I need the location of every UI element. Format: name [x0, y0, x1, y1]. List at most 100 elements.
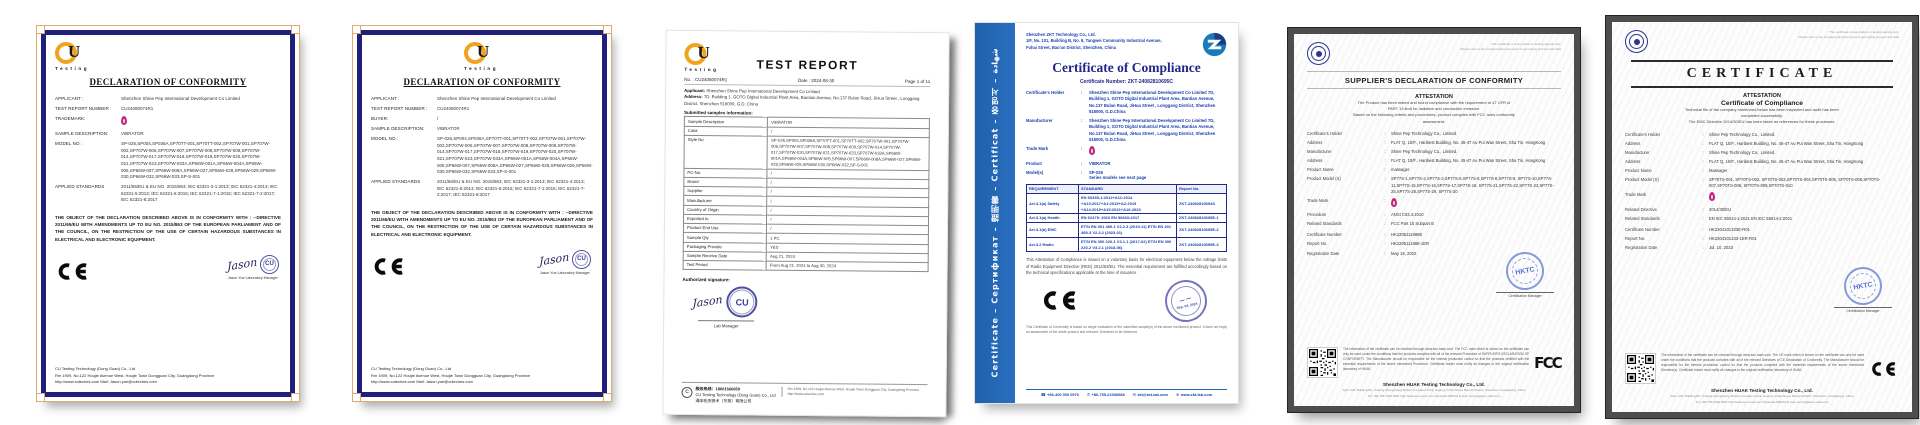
- certificate-of-compliance-zkt[interactable]: Certificate – Сертификат – 證明書 – Certifi…: [974, 22, 1239, 404]
- signature-block: Jason CU Jason Yue Laboratory Manager: [538, 249, 591, 275]
- requirement-cell: Art.3.2 Radio: [1026, 236, 1079, 253]
- field-label: Certificate's Holder: [1307, 130, 1343, 136]
- stamp-signature-scribble: ~~: [1177, 292, 1194, 306]
- report-cell: ZKT-24082810695E-1: [1176, 213, 1227, 224]
- field-row: MODEL NO.: SP-026,SP004,SP036A,SP70TT-00…: [371, 136, 593, 175]
- field-colon: :: [1384, 167, 1386, 173]
- field-colon: :: [1702, 245, 1704, 251]
- field-row: Trade Mark:: [1307, 197, 1561, 209]
- issuer-footer: CU Testing Technology (Dong Guan) Co., L…: [55, 366, 281, 385]
- field-row: Registration Date: May 19, 2022: [1307, 251, 1561, 257]
- cu-logo-caption: Testing: [55, 66, 90, 71]
- field-value: massager: [1391, 167, 1410, 173]
- trademark-flame-icon: [1709, 192, 1715, 202]
- zkt-round-stamp: ~~ Sep. 04, 2024: [1161, 275, 1211, 326]
- cu-logo-letter: U: [477, 42, 490, 61]
- notice-line-2: Please refer to the corresponding test r…: [1460, 47, 1561, 52]
- field-label: Related Directive: [1625, 206, 1657, 212]
- field-label: SAMPLE DESCRIPTION:: [371, 126, 425, 132]
- field-label: TRADEMARK:: [55, 116, 86, 122]
- table-row: Style No SP-026,SP004,SP036A,SP70TT-001,S…: [683, 135, 930, 171]
- test-report-document[interactable]: U Testing TEST REPORT No. : CU24080074R1…: [662, 29, 950, 418]
- field-label: Report No.: [1307, 241, 1328, 247]
- field-row: Procedure: ANSI C63.4:2010: [1307, 212, 1561, 218]
- field-colon: :: [1384, 212, 1386, 217]
- report-meta: No. : CU24080074R1 Date : 2024-08-30 Pag…: [684, 76, 931, 88]
- issuer-contacts: http://www.cuteches.com Mail: Jason.yue@…: [371, 378, 473, 384]
- attestation-line: completed successfully.: [1741, 113, 1783, 119]
- field-label: Product: [1026, 160, 1042, 166]
- field-row: Address: FLAT Q, 10/F., Haribest Building…: [1307, 140, 1561, 146]
- corner-ornament: [291, 26, 299, 34]
- field-label: Product Model (S): [1625, 177, 1659, 183]
- field-value: SP-026: [1089, 169, 1103, 175]
- field-label: APPLICANT :: [55, 96, 84, 101]
- table-row: Test Period From Aug 21, 2024 to Aug 30, …: [683, 260, 929, 272]
- field-row: Related Standards: EN IEC 55014-1:2021 EN…: [1625, 216, 1899, 222]
- field-value: 2014/30/EU: [1709, 206, 1732, 212]
- field-row: SAMPLE DESCRIPTION: VIBRATOR: [371, 126, 593, 133]
- field-label: Trade Mark: [1026, 146, 1049, 152]
- corner-ornament: [353, 393, 361, 401]
- signature-caption: Lab Manager: [698, 320, 755, 329]
- field-value: FCC Part 15 Subpart B: [1391, 221, 1435, 227]
- corner-ornament: [37, 393, 45, 401]
- cu-logo-ring-icon: [55, 42, 77, 64]
- attestation-line: assessment.: [1422, 118, 1446, 124]
- row-label: Test Period: [683, 260, 767, 271]
- issuer-address-1: 1/F, No. 101, Building B, No. 8, Tangwei…: [1026, 38, 1162, 44]
- field-value: [121, 116, 281, 128]
- field-value: Shine Pep Technology Co., Limited.: [1391, 148, 1458, 154]
- issuer-contacts: Tel: +86-755-2332 0931 http://www.sec-ma…: [1695, 399, 1829, 404]
- requirement-cell: Art.3.1(a) Safety: [1026, 193, 1079, 215]
- certificate-rohs-declaration-1[interactable]: U Testing DECLARATION OF CONFORMITY APPL…: [36, 25, 300, 402]
- navy-frame: [357, 30, 607, 397]
- report-number: No. : CU24080074R1: [684, 76, 728, 83]
- suppliers-declaration-fcc[interactable]: This certificate is responsible for test…: [1288, 28, 1580, 412]
- field-value: May 19, 2022: [1391, 250, 1417, 256]
- field-value: 2011/65/EU & EU NO. 2015/863; IEC 62321-…: [121, 184, 278, 203]
- report-cell: ZKT-24082810695E-3: [1176, 236, 1227, 253]
- applicant-label: Applicant:: [684, 87, 706, 94]
- header-notices: This certificate is responsible for test…: [1460, 42, 1561, 52]
- header-notices: This certificate is responsible for test…: [1798, 30, 1899, 40]
- attestation-line: Technical file of the company mentioned …: [1685, 107, 1839, 112]
- certificate-ce-huak[interactable]: This certificate is responsible for test…: [1606, 16, 1918, 418]
- doc5-header: This certificate is responsible for test…: [1307, 42, 1561, 65]
- field-row: BUYER: /: [371, 116, 593, 123]
- field-value: HK2205111988E: [1391, 232, 1423, 238]
- doc5-bottom: The information of the certificate can b…: [1307, 347, 1563, 378]
- table-row: Art.3.1(a) Safety EN 60335-1:2012+A11:20…: [1026, 193, 1227, 215]
- zkt-logo-icon: [1202, 32, 1227, 57]
- address-line: Address: 7D, Building 1, GOTO Digital In…: [684, 94, 930, 109]
- certificate-number: Certificate Number: ZKT-24082810695C: [1079, 79, 1174, 85]
- field-value: [1709, 192, 1899, 203]
- field-label: TEST REPORT NUMBER :: [55, 106, 112, 112]
- issuer-address: Rm 1909, No.122 Houjie Avenue West, Houj…: [55, 372, 215, 378]
- fields-list: Certificate's Holder: Shine Pep Technolog…: [1307, 131, 1561, 260]
- field-label: Product Name: [1625, 167, 1652, 173]
- cu-round-stamp-icon: CU: [260, 254, 279, 274]
- certificate-rohs-declaration-2[interactable]: U Testing DECLARATION OF CONFORMITY APPL…: [352, 25, 612, 402]
- samples-table: Sample Description VIBRATOR Color / Style …: [683, 116, 930, 272]
- row-value: SP-026,SP004,SP036A,SP70TT-001,SP70TT-00…: [767, 135, 930, 171]
- report-footer: C 服务热线：18661560659 CU Testing Technology…: [681, 381, 928, 407]
- field-colon: :: [1384, 148, 1386, 154]
- field-row: Manufacturer: Shine Pep Technology Co., L…: [1307, 149, 1561, 155]
- field-row: APPLIED STANDARDS 2011/65/EU & EU NO. 20…: [55, 184, 281, 204]
- mail-icon: ✉: [1132, 392, 1136, 397]
- cu-testing-logo: U Testing: [55, 42, 91, 72]
- signature-script: Jason: [538, 250, 569, 269]
- field-label: Certificate's Holder: [1026, 90, 1065, 95]
- issuer-company: CU Testing Technology (Dong Guan) Co., L…: [371, 366, 452, 372]
- ce-and-stamp-row: ~~ Sep. 04, 2024: [1026, 275, 1227, 326]
- field-value: SP-026,SP004,SP036A,SP70TT-001,SP70TT-00…: [437, 136, 593, 175]
- field-colon: :: [1702, 192, 1704, 198]
- cu-logo-ring-icon: [464, 42, 486, 64]
- table-row: Art.3.1(a) Health EN 62479: 2010 EN 5066…: [1026, 213, 1227, 224]
- field-row: TRADEMARK:: [55, 116, 281, 128]
- corner-ornament: [603, 26, 611, 34]
- phone2-icon: ✆: [1086, 392, 1091, 397]
- field-colon: :: [1384, 241, 1386, 247]
- issuer-address: Rm 1909, No.122 Houjie Avenue West, Houj…: [371, 372, 531, 378]
